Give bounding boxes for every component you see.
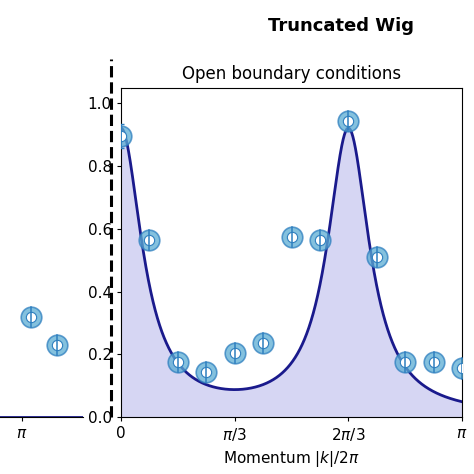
- Point: [202, 368, 210, 375]
- X-axis label: Momentum $|k|/2\pi$: Momentum $|k|/2\pi$: [223, 449, 360, 469]
- Point: [27, 313, 35, 320]
- Point: [288, 233, 295, 240]
- Point: [345, 117, 352, 125]
- Point: [401, 358, 409, 366]
- Point: [259, 339, 267, 347]
- Point: [373, 253, 381, 261]
- Point: [54, 341, 61, 349]
- Point: [458, 365, 466, 372]
- Point: [27, 313, 35, 320]
- Point: [430, 358, 438, 366]
- Point: [146, 236, 153, 244]
- Point: [373, 253, 381, 261]
- Point: [401, 358, 409, 366]
- Point: [202, 368, 210, 375]
- Point: [458, 365, 466, 372]
- Point: [146, 236, 153, 244]
- Point: [259, 339, 267, 347]
- Point: [174, 358, 182, 366]
- Text: Truncated Wig: Truncated Wig: [268, 17, 414, 35]
- Point: [117, 133, 125, 140]
- Point: [54, 341, 61, 349]
- Point: [430, 358, 438, 366]
- Point: [316, 236, 324, 244]
- Point: [174, 358, 182, 366]
- Point: [316, 236, 324, 244]
- Point: [345, 117, 352, 125]
- Point: [117, 133, 125, 140]
- Title: Open boundary conditions: Open boundary conditions: [182, 65, 401, 83]
- Point: [288, 233, 295, 240]
- Point: [231, 349, 238, 356]
- Point: [231, 349, 238, 356]
